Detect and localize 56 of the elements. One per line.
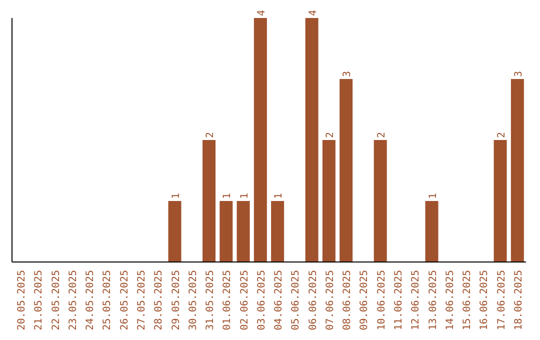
x-tick-label: 21.05.2025 <box>34 270 45 330</box>
x-tick-label: 13.06.2025 <box>428 270 439 330</box>
data-label: 1 <box>239 192 250 199</box>
data-label: 3 <box>342 70 354 77</box>
bar <box>322 140 336 262</box>
bar <box>340 79 353 262</box>
data-label: 1 <box>428 192 439 199</box>
x-tick-label: 26.05.2025 <box>119 270 130 330</box>
x-tick-label: 28.05.2025 <box>154 270 165 330</box>
x-tick-label: 22.05.2025 <box>50 270 62 330</box>
bar <box>202 140 216 262</box>
x-tick-label: 01.06.2025 <box>222 270 234 330</box>
data-label: 2 <box>496 132 508 138</box>
x-tick-label: 02.06.2025 <box>239 270 250 330</box>
x-tick-label: 07.06.2025 <box>324 270 336 330</box>
bar <box>220 201 233 262</box>
x-tick-label: 23.05.2025 <box>68 270 79 330</box>
x-tick-label: 15.06.2025 <box>462 270 474 330</box>
x-tick-label: 24.05.2025 <box>85 270 96 330</box>
x-tick-label: 03.06.2025 <box>256 270 268 330</box>
bar <box>374 140 387 262</box>
x-tick-label: 10.06.2025 <box>376 270 388 330</box>
data-label: 1 <box>222 192 234 199</box>
x-tick-label: 09.06.2025 <box>359 270 370 330</box>
x-tick-label: 20.05.2025 <box>16 270 28 330</box>
bar <box>168 201 182 262</box>
bar <box>425 201 438 262</box>
data-label: 3 <box>513 70 524 77</box>
data-label: 4 <box>256 10 268 16</box>
x-tick-label: 12.06.2025 <box>410 270 422 330</box>
x-tick-label: 16.06.2025 <box>479 270 490 330</box>
bar <box>271 201 284 262</box>
x-tick-label: 04.06.2025 <box>274 270 285 330</box>
data-label: 2 <box>205 132 216 138</box>
x-tick-label: 25.05.2025 <box>102 270 114 330</box>
x-tick-label: 17.06.2025 <box>496 270 508 330</box>
x-tick-label: 29.05.2025 <box>170 270 182 330</box>
data-label: 4 <box>308 10 319 16</box>
data-label: 2 <box>324 132 336 138</box>
data-label: 1 <box>274 192 285 199</box>
x-tick-label: 05.06.2025 <box>290 270 302 330</box>
x-tick-label: 27.05.2025 <box>136 270 148 330</box>
bar <box>305 18 318 262</box>
bar <box>494 140 507 262</box>
x-tick-label: 06.06.2025 <box>308 270 319 330</box>
x-tick-label: 18.06.2025 <box>513 270 524 330</box>
x-tick-label: 08.06.2025 <box>342 270 354 330</box>
data-label: 2 <box>376 132 388 138</box>
data-label: 1 <box>170 192 182 199</box>
x-tick-label: 30.05.2025 <box>188 270 199 330</box>
x-tick-label: 31.05.2025 <box>205 270 216 330</box>
x-tick-label: 11.06.2025 <box>394 270 404 330</box>
bar <box>236 201 250 262</box>
bar <box>510 79 524 262</box>
bar <box>254 18 267 262</box>
x-tick-label: 14.06.2025 <box>444 270 456 330</box>
